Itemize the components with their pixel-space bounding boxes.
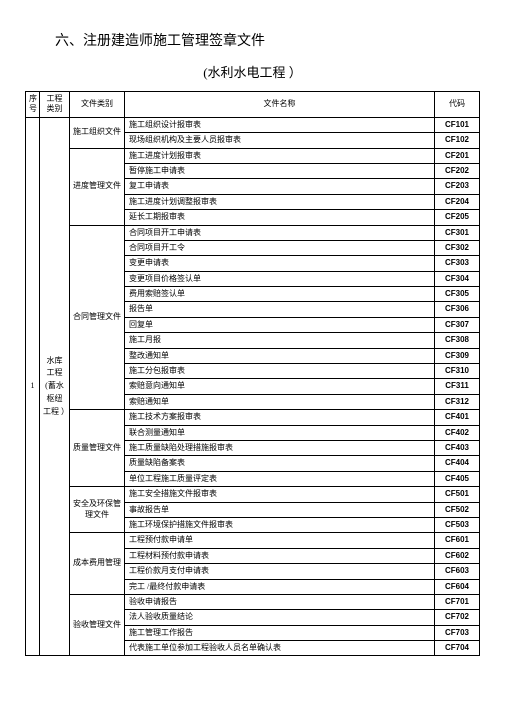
filename-cell: 合同项目开工令 [125, 240, 435, 255]
code-cell: CF602 [435, 548, 480, 563]
header-cat: 文件类别 [70, 92, 125, 118]
code-cell: CF203 [435, 179, 480, 194]
proj-cell: 水库工程(蓄水枢纽工程 ） [40, 117, 70, 656]
filename-cell: 施工分包报审表 [125, 364, 435, 379]
code-cell: CF311 [435, 379, 480, 394]
code-cell: CF301 [435, 225, 480, 240]
category-cell: 施工组织文件 [70, 117, 125, 148]
header-seq: 序号 [26, 92, 40, 118]
page-title: 六、注册建造师施工管理签章文件 [25, 30, 480, 50]
code-cell: CF307 [435, 317, 480, 332]
code-cell: CF701 [435, 594, 480, 609]
filename-cell: 施工管理工作报告 [125, 625, 435, 640]
code-cell: CF306 [435, 302, 480, 317]
table-row: 进度管理文件施工进度计划报审表CF201 [26, 148, 480, 163]
filename-cell: 质量缺陷备案表 [125, 456, 435, 471]
filename-cell: 工程材料预付款申请表 [125, 548, 435, 563]
filename-cell: 变更项目价格签认单 [125, 271, 435, 286]
code-cell: CF202 [435, 163, 480, 178]
code-cell: CF405 [435, 471, 480, 486]
category-cell: 质量管理文件 [70, 410, 125, 487]
header-code: 代码 [435, 92, 480, 118]
filename-cell: 合同项目开工申请表 [125, 225, 435, 240]
code-cell: CF402 [435, 425, 480, 440]
seq-cell: 1 [26, 117, 40, 656]
code-cell: CF304 [435, 271, 480, 286]
code-cell: CF503 [435, 517, 480, 532]
filename-cell: 单位工程施工质量评定表 [125, 471, 435, 486]
code-cell: CF309 [435, 348, 480, 363]
code-cell: CF201 [435, 148, 480, 163]
code-cell: CF604 [435, 579, 480, 594]
filename-cell: 验收申请报告 [125, 594, 435, 609]
main-table: 序号 工程类别 文件类别 文件名称 代码 1水库工程(蓄水枢纽工程 ）施工组织文… [25, 91, 480, 656]
code-cell: CF703 [435, 625, 480, 640]
code-cell: CF204 [435, 194, 480, 209]
filename-cell: 整改通知单 [125, 348, 435, 363]
code-cell: CF702 [435, 610, 480, 625]
filename-cell: 法人验收质量结论 [125, 610, 435, 625]
code-cell: CF303 [435, 256, 480, 271]
code-cell: CF404 [435, 456, 480, 471]
header-name: 文件名称 [125, 92, 435, 118]
header-proj: 工程类别 [40, 92, 70, 118]
code-cell: CF704 [435, 641, 480, 656]
category-cell: 验收管理文件 [70, 594, 125, 656]
filename-cell: 回复单 [125, 317, 435, 332]
filename-cell: 代表施工单位参加工程验收人员名单确认表 [125, 641, 435, 656]
filename-cell: 施工安全措施文件报审表 [125, 487, 435, 502]
filename-cell: 索赔意向通知单 [125, 379, 435, 394]
filename-cell: 工程价款月支付申请表 [125, 564, 435, 579]
code-cell: CF401 [435, 410, 480, 425]
filename-cell: 施工组织设计报审表 [125, 117, 435, 132]
code-cell: CF308 [435, 333, 480, 348]
table-row: 合同管理文件合同项目开工申请表CF301 [26, 225, 480, 240]
table-row: 安全及环保管理文件施工安全措施文件报审表CF501 [26, 487, 480, 502]
page-subtitle: (水利水电工程 ） [25, 62, 480, 81]
filename-cell: 索赔通知单 [125, 394, 435, 409]
code-cell: CF501 [435, 487, 480, 502]
category-cell: 成本费用管理 [70, 533, 125, 595]
code-cell: CF603 [435, 564, 480, 579]
filename-cell: 事故报告单 [125, 502, 435, 517]
filename-cell: 变更申请表 [125, 256, 435, 271]
table-row: 成本费用管理工程预付款申请单CF601 [26, 533, 480, 548]
filename-cell: 施工进度计划调整报审表 [125, 194, 435, 209]
table-row: 质量管理文件施工技术方案报审表CF401 [26, 410, 480, 425]
code-cell: CF102 [435, 133, 480, 148]
category-cell: 安全及环保管理文件 [70, 487, 125, 533]
filename-cell: 复工申请表 [125, 179, 435, 194]
code-cell: CF305 [435, 287, 480, 302]
filename-cell: 费用索赔签认单 [125, 287, 435, 302]
code-cell: CF502 [435, 502, 480, 517]
filename-cell: 施工技术方案报审表 [125, 410, 435, 425]
filename-cell: 施工质量缺陷处理措施报审表 [125, 440, 435, 455]
filename-cell: 报告单 [125, 302, 435, 317]
code-cell: CF403 [435, 440, 480, 455]
filename-cell: 暂停施工申请表 [125, 163, 435, 178]
table-row: 验收管理文件验收申请报告CF701 [26, 594, 480, 609]
category-cell: 合同管理文件 [70, 225, 125, 410]
filename-cell: 工程预付款申请单 [125, 533, 435, 548]
filename-cell: 施工月报 [125, 333, 435, 348]
filename-cell: 延长工期报审表 [125, 210, 435, 225]
code-cell: CF310 [435, 364, 480, 379]
category-cell: 进度管理文件 [70, 148, 125, 225]
filename-cell: 完工 /最终付款申请表 [125, 579, 435, 594]
filename-cell: 联合测量通知单 [125, 425, 435, 440]
table-header-row: 序号 工程类别 文件类别 文件名称 代码 [26, 92, 480, 118]
code-cell: CF601 [435, 533, 480, 548]
code-cell: CF302 [435, 240, 480, 255]
filename-cell: 施工进度计划报审表 [125, 148, 435, 163]
code-cell: CF205 [435, 210, 480, 225]
table-row: 1水库工程(蓄水枢纽工程 ）施工组织文件施工组织设计报审表CF101 [26, 117, 480, 132]
code-cell: CF101 [435, 117, 480, 132]
filename-cell: 施工环境保护措施文件报审表 [125, 517, 435, 532]
filename-cell: 现场组织机构及主要人员报审表 [125, 133, 435, 148]
code-cell: CF312 [435, 394, 480, 409]
